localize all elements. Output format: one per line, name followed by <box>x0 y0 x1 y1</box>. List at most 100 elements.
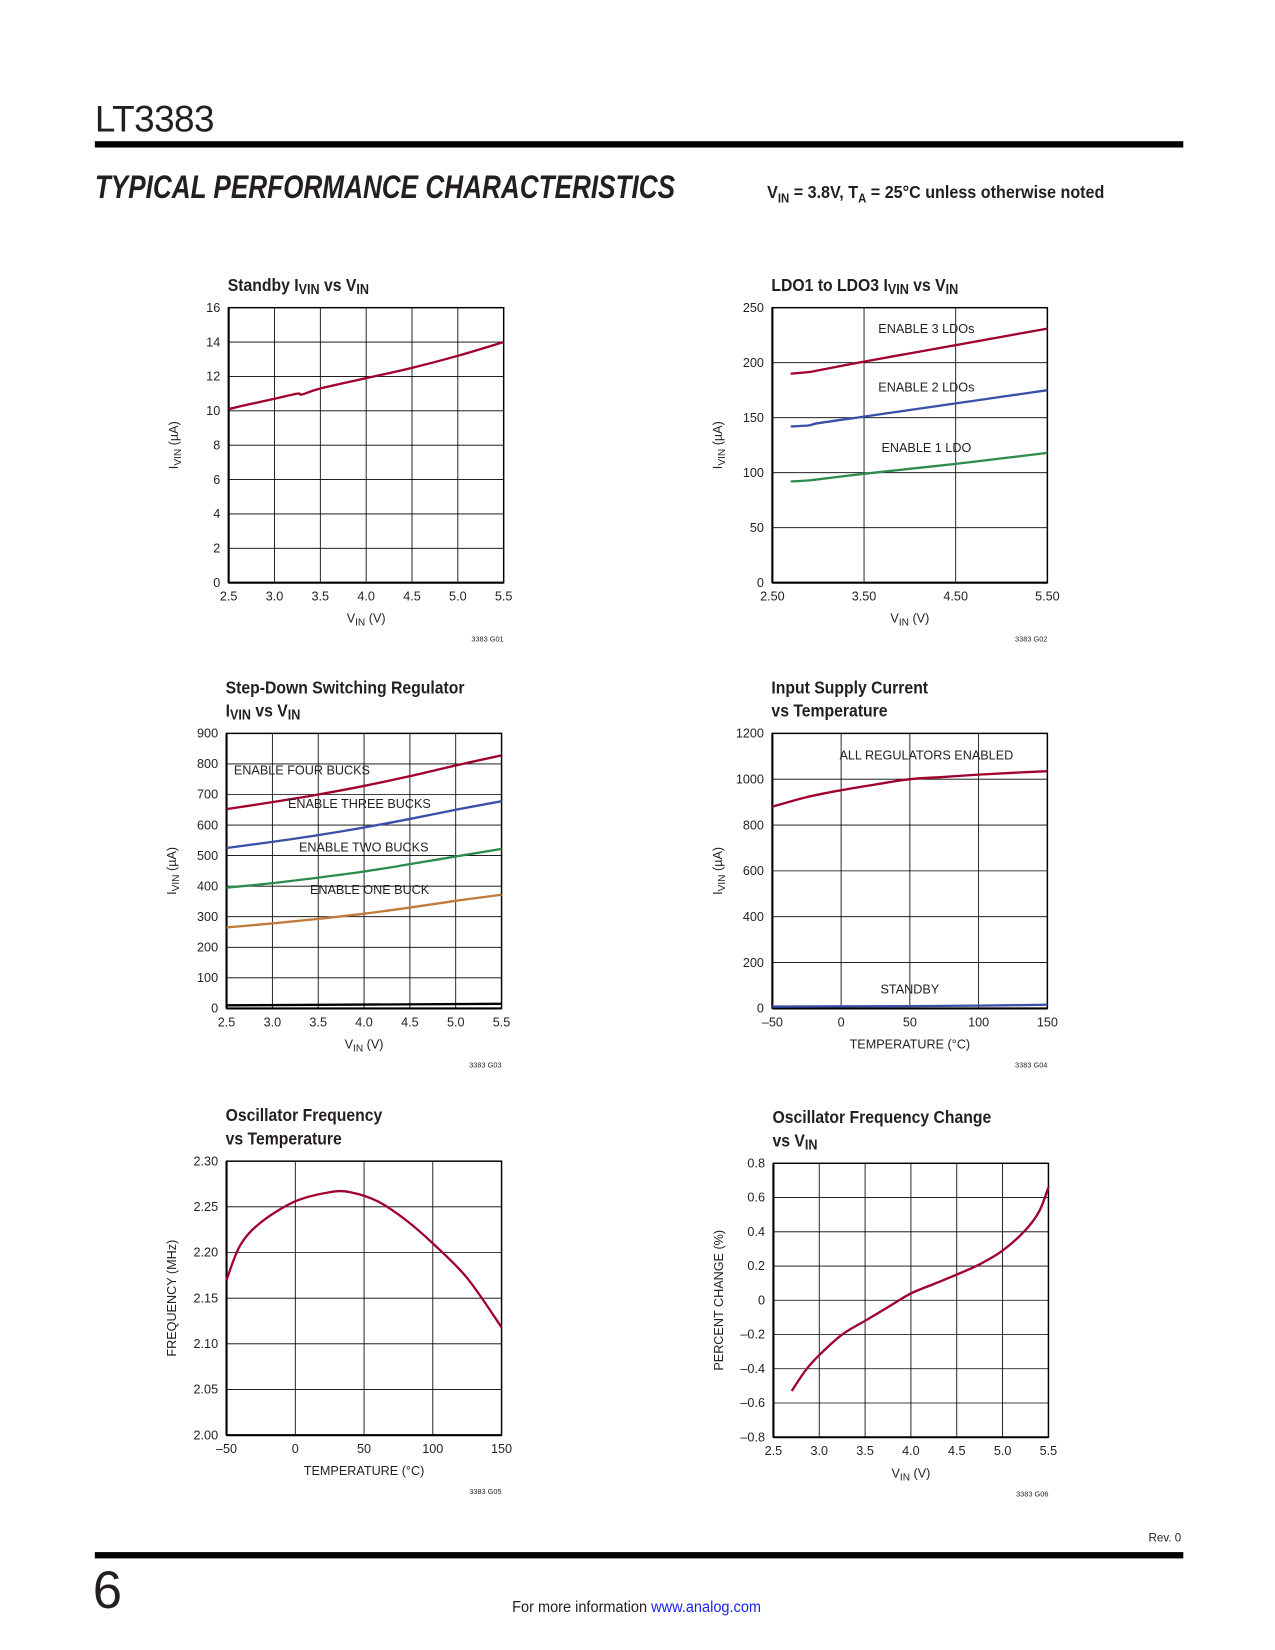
y-tick-label: 2 <box>213 542 220 556</box>
x-tick-label: 4.0 <box>357 590 375 604</box>
x-tick-label: 150 <box>491 1442 512 1456</box>
y-tick-label: 600 <box>743 864 764 878</box>
y-tick-label: 16 <box>206 301 220 315</box>
y-tick-label: 0 <box>757 1002 764 1016</box>
series-annotation: ALL REGULATORS ENABLED <box>839 749 1013 763</box>
series-line-2 <box>772 1003 1048 1008</box>
text-run: (V) <box>363 1037 383 1051</box>
y-tick-label: 100 <box>197 971 218 985</box>
text-run: vs V <box>772 1131 805 1151</box>
series-annotation: ENABLE 2 LDOs <box>878 380 974 394</box>
x-tick-label: 5.5 <box>495 590 513 604</box>
cond-tail: = 25°C unless otherwise noted <box>866 182 1105 203</box>
x-tick-label: 4.50 <box>943 590 968 604</box>
figure-code: 3383 G02 <box>1015 635 1047 644</box>
revision: Rev. 0 <box>1148 1532 1182 1545</box>
y-tick-label: 0.6 <box>747 1191 765 1205</box>
text-run: Step-Down Switching Regulator <box>226 677 465 697</box>
chart-5: Oscillator Frequency vs Temperature –50 0 50… <box>165 1105 512 1496</box>
chart-title: Input Supply Current <box>771 677 928 697</box>
text-run: TEMPERATURE (°C) <box>850 1037 971 1051</box>
x-tick-label: 5.5 <box>1040 1444 1058 1458</box>
series-line-1 <box>225 1189 503 1329</box>
y-axis-label: IVIN (µA) <box>167 421 183 469</box>
section-title: TYPICAL PERFORMANCE CHARACTERISTICS <box>94 168 676 206</box>
x-axis-label: VIN (V) <box>891 1466 930 1482</box>
y-tick-label: 500 <box>197 849 218 863</box>
y-tick-label: 400 <box>743 910 764 924</box>
subscript: VIN <box>716 875 727 892</box>
chart-title: vs Temperature <box>226 1128 342 1148</box>
x-tick-label: 3.50 <box>852 590 877 604</box>
y-tick-label: 100 <box>743 466 764 480</box>
subscript: IN <box>288 707 301 723</box>
y-tick-label: 400 <box>197 879 218 893</box>
cond-t-sub: A <box>858 191 867 206</box>
text-run: (V) <box>910 1466 930 1480</box>
y-tick-label: –0.4 <box>740 1362 765 1376</box>
text-run: V <box>890 612 899 626</box>
y-tick-label: –0.8 <box>740 1430 765 1444</box>
y-tick-label: 0 <box>758 1293 765 1307</box>
x-tick-label: 3.0 <box>266 590 284 604</box>
website-link[interactable]: www.analog.com <box>651 1598 762 1617</box>
x-axis-label: TEMPERATURE (°C) <box>304 1464 425 1478</box>
y-tick-label: 6 <box>213 473 220 487</box>
series-line-1 <box>772 770 1048 808</box>
y-axis-label: FREQUENCY (MHz) <box>165 1240 179 1357</box>
text-run: vs V <box>320 275 357 295</box>
y-axis-label: PERCENT CHANGE (%) <box>712 1230 726 1371</box>
y-tick-label: 4 <box>213 507 220 521</box>
cond-mid: = 3.8V, T <box>789 182 859 203</box>
chart-title: Oscillator Frequency <box>226 1105 383 1125</box>
chart-title: vs VIN <box>772 1131 817 1154</box>
x-tick-label: 5.50 <box>1035 590 1060 604</box>
x-tick-label: 2.50 <box>760 590 785 604</box>
subscript: IN <box>355 617 365 628</box>
subscript: IN <box>899 617 909 628</box>
text-run: I <box>226 701 230 721</box>
text-run: vs V <box>251 701 288 721</box>
test-conditions: VIN = 3.8V, TA = 25°C unless otherwise n… <box>767 182 1104 206</box>
text-run: Oscillator Frequency <box>226 1105 383 1125</box>
x-tick-label: 3.5 <box>312 590 330 604</box>
subscript: IN <box>900 1472 910 1483</box>
figure-code: 3383 G03 <box>469 1060 501 1069</box>
y-tick-label: 14 <box>206 335 220 349</box>
x-tick-label: 0 <box>838 1015 845 1029</box>
series-annotation: STANDBY <box>881 983 940 997</box>
x-tick-label: 4.0 <box>355 1015 373 1029</box>
series-line-1 <box>228 340 505 411</box>
y-tick-label: 250 <box>743 301 764 315</box>
text-run: (µA) <box>711 421 725 449</box>
x-tick-label: –50 <box>762 1015 783 1029</box>
subscript: IN <box>356 282 369 298</box>
y-tick-label: 2.10 <box>194 1337 219 1351</box>
text-run: Standby I <box>228 275 299 295</box>
text-run: (V) <box>909 612 929 626</box>
x-tick-label: 5.5 <box>493 1015 511 1029</box>
text-run: V <box>347 612 356 626</box>
cond-v-sub: IN <box>777 191 790 206</box>
series-annotation: ENABLE THREE BUCKS <box>288 797 431 811</box>
x-tick-label: 2.5 <box>765 1444 783 1458</box>
figure-code: 3383 G06 <box>1016 1489 1048 1498</box>
y-tick-label: 800 <box>743 818 764 832</box>
x-tick-label: 2.5 <box>220 590 238 604</box>
text-run: FREQUENCY (MHz) <box>165 1240 179 1357</box>
text-run: Oscillator Frequency Change <box>772 1107 991 1127</box>
y-tick-label: 900 <box>197 727 218 741</box>
x-tick-label: 3.5 <box>856 1444 874 1458</box>
header-rule <box>94 141 1184 148</box>
y-tick-label: 10 <box>206 404 220 418</box>
y-tick-label: 50 <box>750 521 764 535</box>
text-run: (µA) <box>711 847 725 875</box>
figure-code: 3383 G01 <box>471 635 503 644</box>
subscript: IN <box>805 1137 818 1153</box>
page-number: 6 <box>92 1560 123 1620</box>
